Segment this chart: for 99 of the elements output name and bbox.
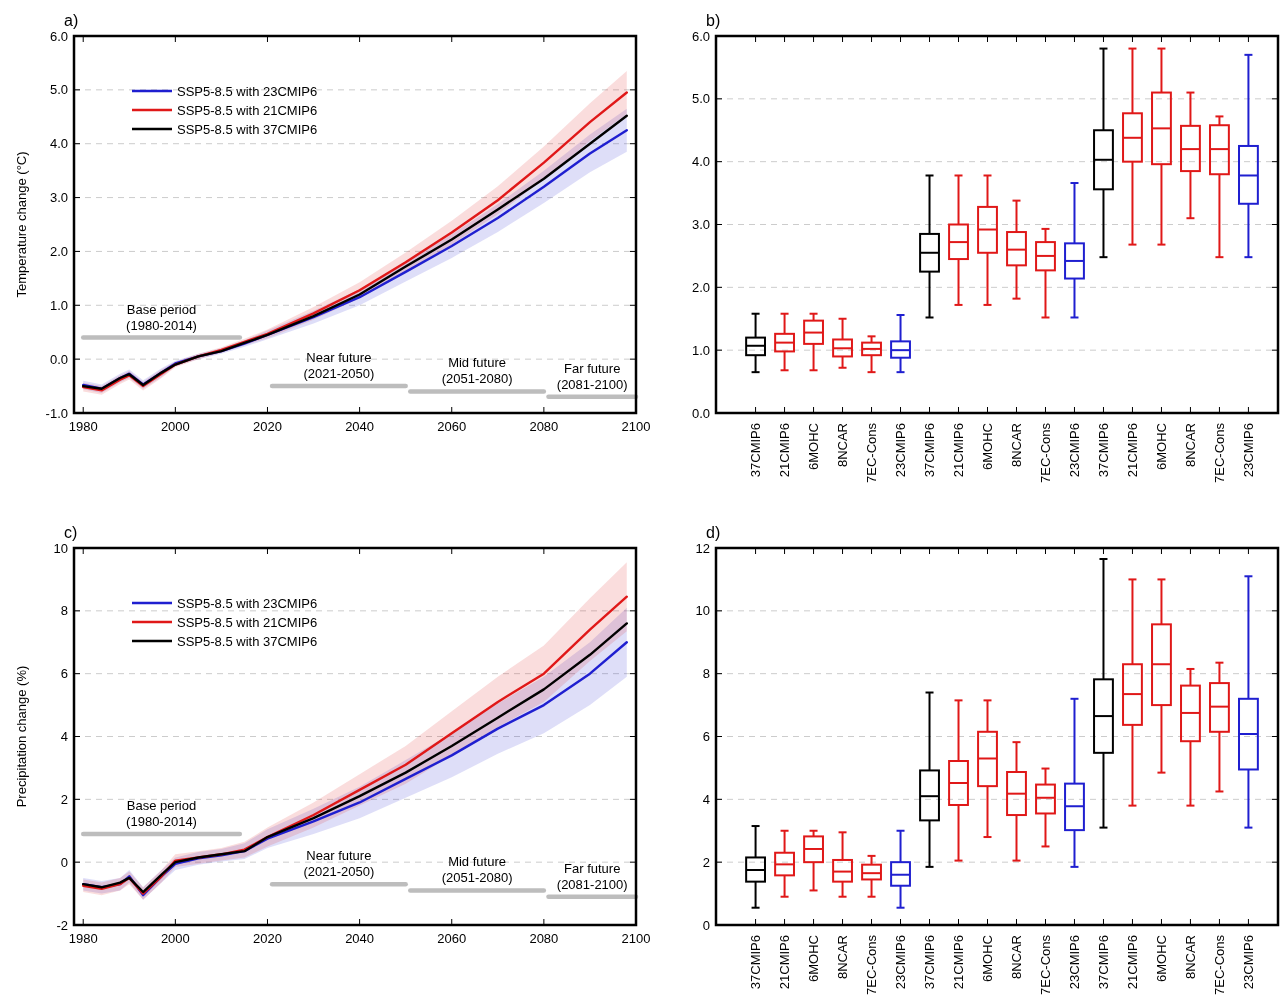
x-tick-label: 23CMIP6 <box>1240 423 1256 478</box>
y-tick-label: 0 <box>702 917 710 933</box>
x-tick-label: 6MOHC <box>980 423 996 470</box>
x-tick-label: 8NCAR <box>835 935 851 980</box>
y-tick-label: 6.0 <box>691 28 710 44</box>
x-tick-label: 37CMIP6 <box>1096 935 1112 990</box>
x-tick-label: 21CMIP6 <box>777 423 793 478</box>
y-axis-title: Temperature change (°C) <box>14 151 29 298</box>
x-tick-label: 7EC-Cons <box>864 934 880 995</box>
annotation: Far future (2081-2100) <box>556 360 628 392</box>
y-tick-label: 6 <box>702 729 710 745</box>
x-tick-label: 7EC-Cons <box>1038 422 1054 483</box>
x-tick-label: 23CMIP6 <box>1067 935 1083 990</box>
y-tick-label: -1.0 <box>45 405 68 421</box>
y-tick-label: 1.0 <box>691 342 710 358</box>
y-tick-label: 2.0 <box>49 243 68 259</box>
legend-label: SSP5-8.5 with 21CMIP6 <box>177 614 318 630</box>
annotation: Near future (2021-2050) <box>303 350 375 382</box>
x-tick-label: 23CMIP6 <box>893 423 909 478</box>
y-tick-label: 4.0 <box>691 154 710 170</box>
x-tick-label: 2000 <box>160 931 190 946</box>
y-tick-label: 10 <box>695 603 710 619</box>
x-tick-label: 6MOHC <box>1154 423 1170 470</box>
x-tick-label: 7EC-Cons <box>1038 934 1054 995</box>
x-tick-label: 2080 <box>529 419 559 434</box>
y-tick-label: 3.0 <box>691 217 710 233</box>
legend-label: SSP5-8.5 with 21CMIP6 <box>177 102 318 118</box>
chart-title: d) <box>706 524 721 541</box>
x-tick-label: 37CMIP6 <box>748 423 764 478</box>
y-tick-label: 5.0 <box>49 82 68 98</box>
y-tick-label: 4 <box>60 729 68 745</box>
y-tick-label: 8 <box>702 666 710 682</box>
x-tick-label: 2000 <box>160 419 190 434</box>
x-tick-label: 8NCAR <box>1183 935 1198 980</box>
x-tick-label: 2100 <box>621 419 651 434</box>
x-tick-label: 37CMIP6 <box>922 935 938 990</box>
y-axis-title: Precipitation change (%) <box>14 665 29 808</box>
y-tick-label: 2.0 <box>691 279 710 295</box>
y-tick-label: 5.0 <box>691 91 710 107</box>
x-tick-label: 21CMIP6 <box>1125 423 1141 478</box>
y-tick-label: 1.0 <box>49 297 68 313</box>
x-tick-label: 23CMIP6 <box>893 935 909 990</box>
x-tick-label: 23CMIP6 <box>1067 423 1083 478</box>
x-tick-label: 2040 <box>345 419 375 434</box>
x-tick-label: 2040 <box>345 931 375 946</box>
y-tick-label: 0.0 <box>691 405 710 421</box>
x-tick-label: 2020 <box>253 419 282 434</box>
chart-title: c) <box>64 524 78 541</box>
annotation: Mid future (2051-2080) <box>441 355 513 387</box>
chart-title: b) <box>706 12 721 29</box>
legend-label: SSP5-8.5 with 37CMIP6 <box>177 633 318 649</box>
legend-label: SSP5-8.5 with 23CMIP6 <box>177 83 318 99</box>
y-tick-label: -2 <box>56 917 68 933</box>
x-tick-label: 21CMIP6 <box>951 935 967 990</box>
y-tick-label: 10 <box>53 540 68 556</box>
x-tick-label: 21CMIP6 <box>1125 935 1141 990</box>
x-tick-label: 7EC-Cons <box>1211 422 1227 483</box>
x-tick-label: 2100 <box>621 931 651 946</box>
y-tick-label: 8 <box>60 603 68 619</box>
x-tick-label: 37CMIP6 <box>922 423 938 478</box>
x-tick-label: 8NCAR <box>1009 935 1025 980</box>
y-tick-label: 6.0 <box>49 28 68 44</box>
x-tick-label: 8NCAR <box>1183 423 1198 468</box>
y-tick-label: 3.0 <box>49 190 68 206</box>
x-tick-label: 7EC-Cons <box>864 422 880 483</box>
x-tick-label: 2060 <box>437 419 467 434</box>
y-tick-label: 0.0 <box>49 351 68 367</box>
annotation: Mid future (2051-2080) <box>441 854 513 886</box>
x-tick-label: 1980 <box>68 931 98 946</box>
x-tick-label: 7EC-Cons <box>1211 934 1227 995</box>
y-tick-label: 12 <box>695 540 710 556</box>
x-tick-label: 1980 <box>68 419 98 434</box>
annotation: Far future (2081-2100) <box>556 860 628 892</box>
x-tick-label: 23CMIP6 <box>1240 935 1256 990</box>
y-tick-label: 4.0 <box>49 136 68 152</box>
x-tick-label: 8NCAR <box>835 423 851 468</box>
legend-label: SSP5-8.5 with 23CMIP6 <box>177 595 318 611</box>
x-tick-label: 8NCAR <box>1009 423 1025 468</box>
x-tick-label: 6MOHC <box>806 423 822 470</box>
x-tick-label: 2060 <box>437 931 467 946</box>
chart-title: a) <box>64 12 79 29</box>
x-tick-label: 37CMIP6 <box>748 935 764 990</box>
annotation: Near future (2021-2050) <box>303 848 375 880</box>
annotation: Base period (1980-2014) <box>126 301 197 333</box>
x-tick-label: 6MOHC <box>806 935 822 982</box>
annotation: Base period (1980-2014) <box>126 797 197 829</box>
y-tick-label: 2 <box>60 791 68 807</box>
x-tick-label: 2080 <box>529 931 559 946</box>
x-tick-label: 21CMIP6 <box>951 423 967 478</box>
x-tick-label: 6MOHC <box>1154 935 1170 982</box>
y-tick-label: 6 <box>60 666 68 682</box>
x-tick-label: 37CMIP6 <box>1096 423 1112 478</box>
y-tick-label: 0 <box>60 854 68 870</box>
legend-label: SSP5-8.5 with 37CMIP6 <box>177 121 318 137</box>
y-tick-label: 4 <box>702 791 710 807</box>
x-tick-label: 6MOHC <box>980 935 996 982</box>
x-tick-label: 21CMIP6 <box>777 935 793 990</box>
y-tick-label: 2 <box>702 854 710 870</box>
x-tick-label: 2020 <box>253 931 282 946</box>
